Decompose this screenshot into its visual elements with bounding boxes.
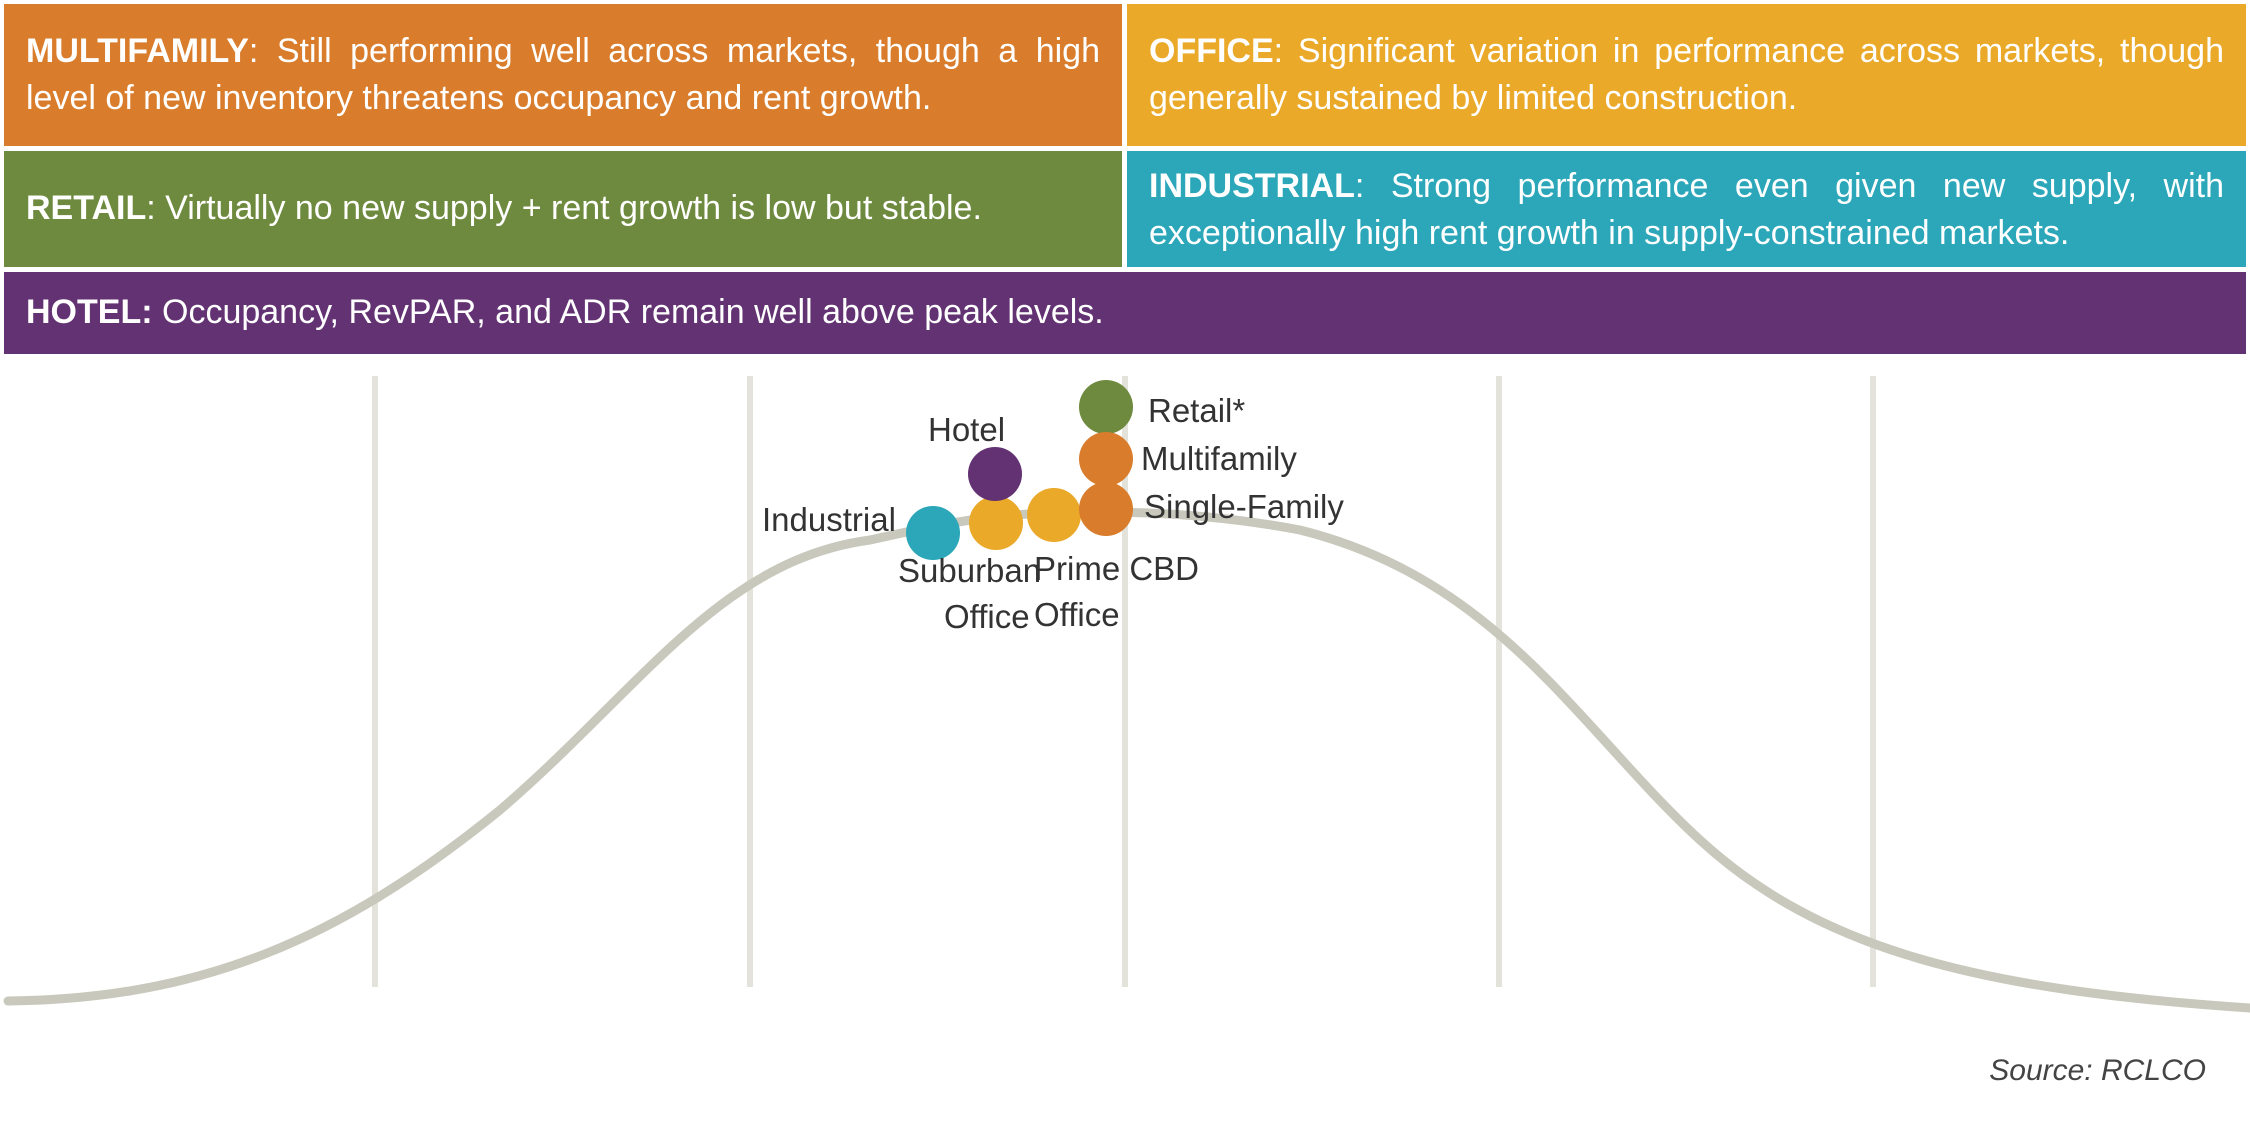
- industrial-panel-text: : Strong performance even given new supp…: [1149, 167, 2224, 252]
- office-panel-label: OFFICE: [1149, 32, 1274, 70]
- prime-cbd-office-marker: [1027, 488, 1081, 542]
- prime-cbd-office-label-line1: Prime CBD: [1034, 550, 1199, 587]
- industrial-panel: INDUSTRIAL: Strong performance even give…: [1127, 151, 2246, 267]
- suburban-office-marker: [969, 496, 1023, 550]
- office-panel-text: : Significant variation in performance a…: [1149, 32, 2224, 117]
- hotel-label: Hotel: [928, 411, 1005, 448]
- hotel-panel-text: Occupancy, RevPAR, and ADR remain well a…: [152, 293, 1104, 331]
- multifamily-panel-label: MULTIFAMILY: [26, 32, 249, 70]
- hotel-marker: [968, 447, 1022, 501]
- retail-panel-label: RETAIL: [26, 189, 147, 227]
- multifamily-label: Multifamily: [1141, 440, 1297, 477]
- retail-marker: [1079, 380, 1133, 434]
- multifamily-panel-text: : Still performing well across markets, …: [26, 32, 1100, 117]
- source-note: Source: RCLCO: [1989, 1054, 2206, 1087]
- industrial-label: Industrial: [762, 501, 896, 538]
- suburban-office-label-line1: Suburban: [898, 552, 1041, 589]
- hotel-panel: HOTEL: Occupancy, RevPAR, and ADR remain…: [4, 272, 2246, 354]
- office-panel: OFFICE: Significant variation in perform…: [1127, 4, 2246, 146]
- suburban-office-label-line2: Office: [944, 598, 1030, 635]
- retail-panel: RETAIL: Virtually no new supply + rent g…: [4, 151, 1122, 267]
- retail-label: Retail*: [1148, 392, 1245, 429]
- hotel-panel-label: HOTEL:: [26, 293, 153, 331]
- retail-panel-text: : Virtually no new supply + rent growth …: [146, 189, 982, 227]
- industrial-marker: [906, 506, 960, 560]
- multifamily-marker: [1079, 432, 1133, 486]
- industrial-panel-label: INDUSTRIAL: [1149, 167, 1355, 205]
- single-family-marker: [1079, 482, 1133, 536]
- prime-cbd-office-label-line2: Office: [1034, 596, 1120, 633]
- multifamily-panel: MULTIFAMILY: Still performing well acros…: [4, 4, 1122, 146]
- single-family-label: Single-Family: [1144, 488, 1344, 525]
